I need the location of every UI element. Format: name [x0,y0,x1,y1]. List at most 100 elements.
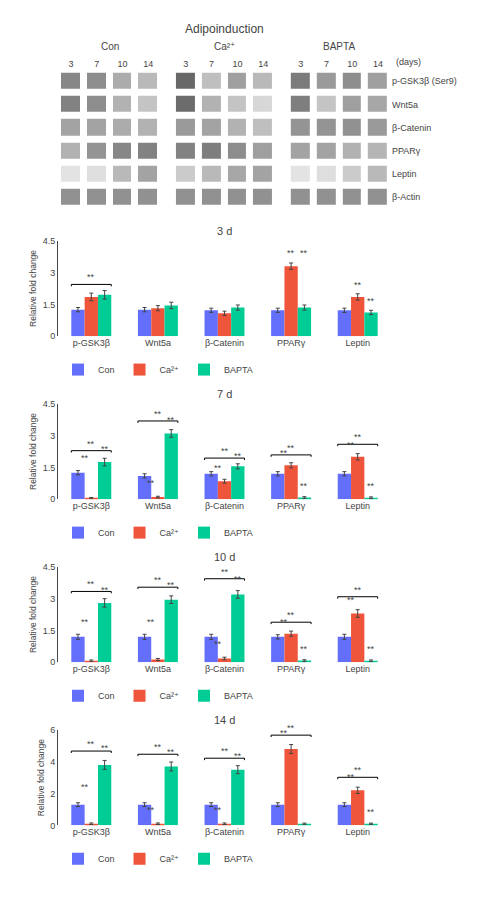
svg-text:10: 10 [118,59,128,69]
svg-text:3: 3 [183,59,188,69]
svg-text:PPARγ: PPARγ [277,664,306,674]
svg-text:**: ** [101,585,109,595]
svg-text:**: ** [87,272,95,282]
svg-text:**: ** [214,805,222,815]
svg-text:0: 0 [50,331,55,341]
svg-text:Leptin: Leptin [392,169,417,179]
svg-text:p-GSK3β: p-GSK3β [73,827,110,837]
svg-text:β-Catenin: β-Catenin [205,501,244,511]
svg-text:**: ** [367,481,375,491]
svg-text:3: 3 [68,59,73,69]
svg-text:**: ** [354,432,362,442]
svg-text:Con: Con [98,365,115,375]
svg-text:**: ** [81,617,89,627]
svg-text:7: 7 [324,59,329,69]
svg-text:**: ** [367,807,375,817]
svg-text:Relative fold change: Relative fold change [28,413,38,490]
svg-text:3: 3 [50,268,55,278]
svg-text:Ca²⁺: Ca²⁺ [160,854,180,864]
svg-text:**: ** [87,739,95,749]
svg-text:Leptin: Leptin [345,338,370,348]
svg-text:BAPTA: BAPTA [224,528,253,538]
svg-text:1.5: 1.5 [43,626,56,636]
svg-text:Con: Con [98,528,115,538]
svg-text:7: 7 [94,59,99,69]
svg-text:**: ** [287,443,295,453]
svg-text:β-Catenin: β-Catenin [205,338,244,348]
svg-text:10 d: 10 d [214,551,235,563]
svg-text:**: ** [234,751,242,761]
svg-text:p-GSK3β: p-GSK3β [73,664,110,674]
svg-text:**: ** [101,444,109,454]
svg-text:Con: Con [98,854,115,864]
svg-text:**: ** [214,463,222,473]
svg-text:**: ** [221,567,229,577]
svg-text:PPARγ: PPARγ [277,827,306,837]
svg-text:Relative fold change: Relative fold change [28,250,38,327]
svg-text:Con: Con [101,41,119,52]
svg-text:**: ** [154,742,162,752]
svg-text:1.5: 1.5 [43,463,56,473]
svg-text:**: ** [300,644,308,654]
svg-text:10: 10 [232,59,242,69]
svg-text:**: ** [234,451,242,461]
svg-text:**: ** [287,610,295,620]
svg-text:Relative fold change: Relative fold change [28,576,38,653]
svg-text:**: ** [280,448,288,458]
svg-text:**: ** [81,782,89,792]
svg-text:Wnt5a: Wnt5a [145,827,171,837]
svg-text:Ca²⁺: Ca²⁺ [214,41,235,52]
svg-text:4.5: 4.5 [43,399,56,409]
svg-text:**: ** [367,644,375,654]
svg-text:Leptin: Leptin [345,501,370,511]
svg-text:3: 3 [298,59,303,69]
svg-text:1.5: 1.5 [43,300,56,310]
svg-text:(days): (days) [396,57,421,67]
svg-text:14: 14 [258,59,268,69]
svg-text:0: 0 [50,494,55,504]
svg-text:**: ** [87,439,95,449]
svg-text:6: 6 [50,725,55,735]
svg-text:**: ** [234,574,242,584]
svg-text:**: ** [354,585,362,595]
svg-text:β-Catenin: β-Catenin [205,664,244,674]
svg-text:β-Catenin: β-Catenin [392,123,431,133]
svg-text:**: ** [221,746,229,756]
svg-text:14: 14 [373,59,383,69]
svg-text:Ca²⁺: Ca²⁺ [160,691,180,701]
svg-text:**: ** [101,743,109,753]
svg-text:p-GSK3β: p-GSK3β [73,501,110,511]
svg-text:**: ** [280,617,288,627]
svg-text:**: ** [154,409,162,419]
svg-text:**: ** [87,579,95,589]
svg-text:BAPTA: BAPTA [323,41,355,52]
svg-text:10: 10 [347,59,357,69]
svg-text:Wnt5a: Wnt5a [145,338,171,348]
svg-text:**: ** [347,595,355,605]
svg-text:**: ** [287,723,295,733]
svg-text:BAPTA: BAPTA [224,691,253,701]
svg-text:4.5: 4.5 [43,236,56,246]
svg-text:**: ** [300,481,308,491]
svg-text:Leptin: Leptin [345,827,370,837]
svg-text:0: 0 [50,820,55,830]
svg-text:**: ** [354,280,362,290]
svg-text:**: ** [147,478,155,488]
svg-text:PPARγ: PPARγ [277,501,306,511]
svg-text:**: ** [367,296,375,306]
svg-text:**: ** [167,415,175,425]
svg-text:**: ** [81,453,89,463]
svg-text:β-Catenin: β-Catenin [205,827,244,837]
svg-text:**: ** [147,617,155,627]
svg-text:Ca²⁺: Ca²⁺ [160,365,180,375]
svg-text:**: ** [280,728,288,738]
svg-text:**: ** [167,580,175,590]
svg-text:**: ** [287,248,295,258]
svg-text:**: ** [214,639,222,649]
svg-text:Adipoinduction: Adipoinduction [185,22,264,36]
svg-text:Con: Con [98,691,115,701]
svg-text:BAPTA: BAPTA [224,365,253,375]
svg-text:3: 3 [50,431,55,441]
svg-text:Wnt5a: Wnt5a [145,501,171,511]
svg-text:**: ** [354,765,362,775]
